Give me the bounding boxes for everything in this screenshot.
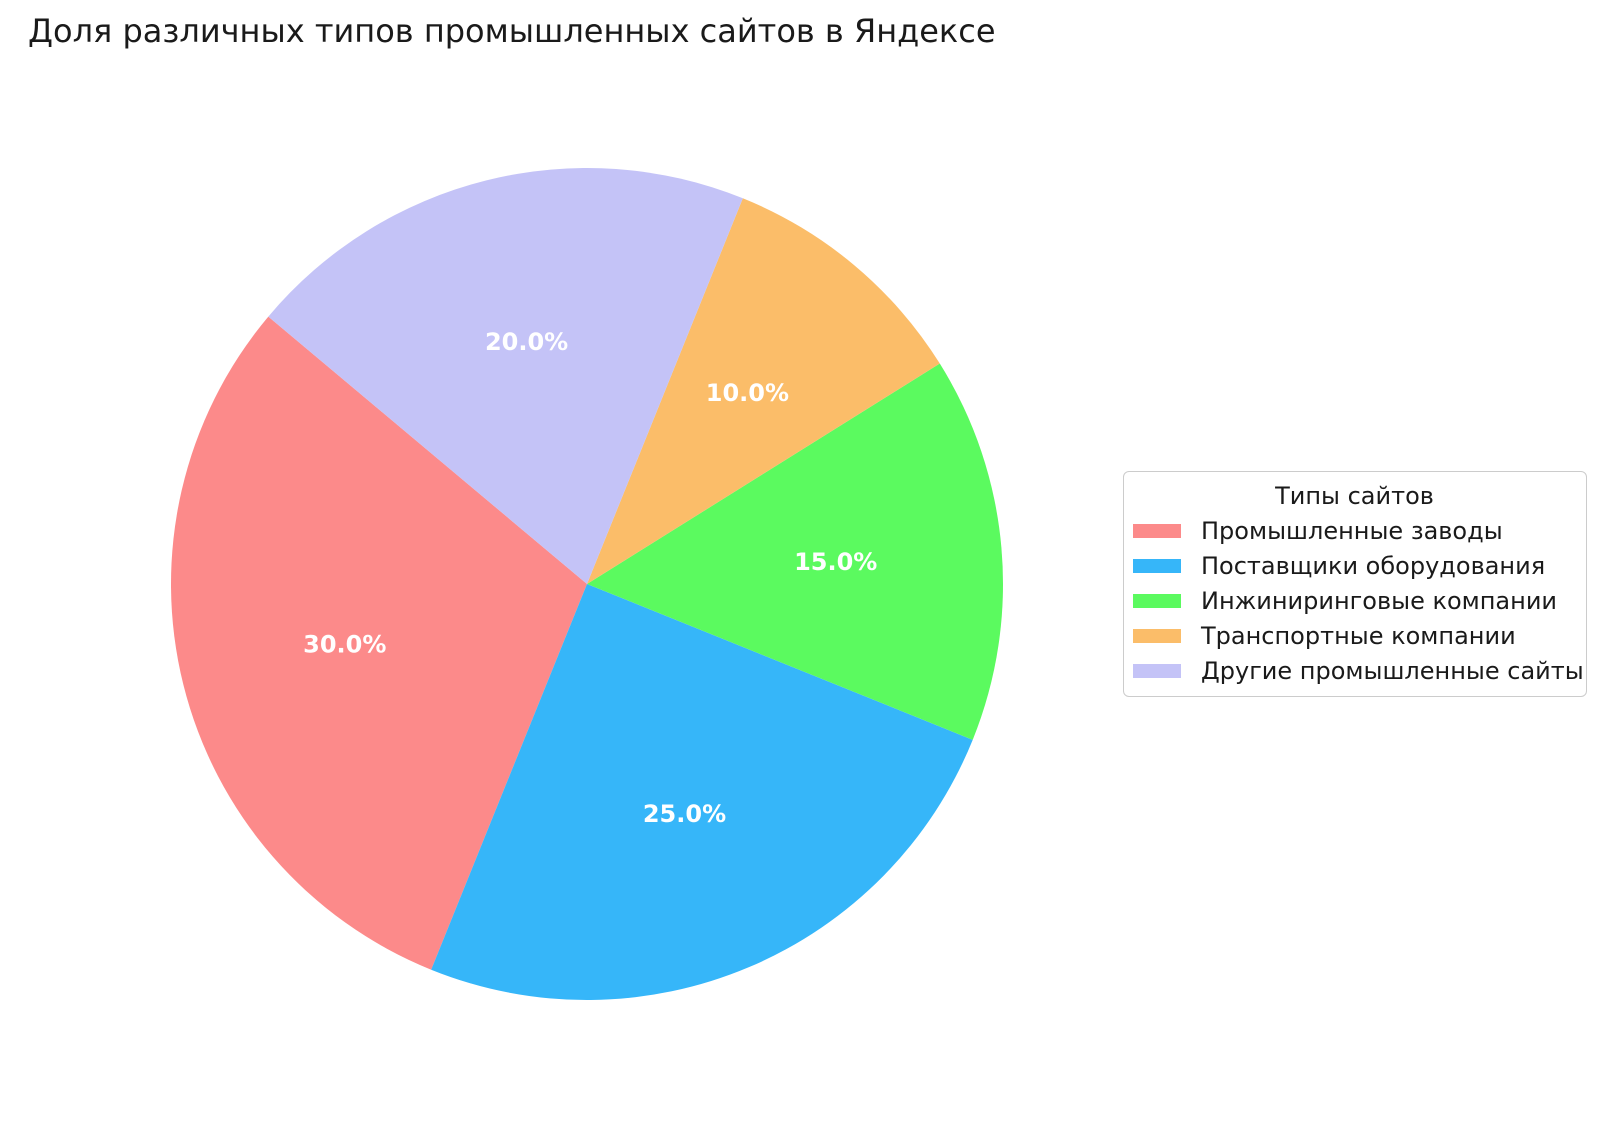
legend-item-1: Промышленные заводы bbox=[1133, 513, 1576, 548]
legend: Типы сайтов Промышленные заводы Поставщик… bbox=[1123, 471, 1587, 697]
legend-item-label: Поставщики оборудования bbox=[1201, 551, 1546, 580]
pie-slice-3 bbox=[587, 363, 1004, 740]
pie-pct-label-1: 30.0% bbox=[303, 630, 386, 658]
legend-swatch-icon bbox=[1133, 593, 1181, 608]
legend-swatch-icon bbox=[1133, 523, 1181, 538]
pie-slice-4 bbox=[587, 198, 940, 584]
legend-item-5: Другие промышленные сайты bbox=[1133, 653, 1584, 688]
pie-slice-1 bbox=[171, 316, 587, 970]
pie-slice-2 bbox=[431, 584, 973, 1001]
legend-item-2: Поставщики оборудования bbox=[1133, 548, 1576, 583]
pie-chart: 30.0% 25.0% 15.0% 10.0% 20.0% bbox=[171, 167, 1004, 1001]
legend-item-label: Транспортные компании bbox=[1201, 621, 1516, 650]
pie-pct-label-5: 20.0% bbox=[485, 328, 568, 356]
legend-swatch-icon bbox=[1133, 663, 1181, 678]
legend-item-label: Другие промышленные сайты bbox=[1201, 656, 1584, 685]
legend-item-3: Инжиниринговые компании bbox=[1133, 583, 1576, 618]
pie-pct-label-4: 10.0% bbox=[706, 379, 789, 407]
chart-title: Доля различных типов промышленных сайтов… bbox=[28, 12, 996, 50]
pie-pct-label-2: 25.0% bbox=[643, 800, 726, 828]
legend-swatch-icon bbox=[1133, 558, 1181, 573]
legend-item-4: Транспортные компании bbox=[1133, 618, 1576, 653]
legend-title: Типы сайтов bbox=[1275, 482, 1434, 510]
pie-slice-5 bbox=[268, 167, 743, 584]
legend-item-label: Инжиниринговые компании bbox=[1201, 586, 1558, 615]
legend-item-label: Промышленные заводы bbox=[1201, 516, 1503, 545]
pie-pct-label-3: 15.0% bbox=[794, 548, 877, 576]
legend-swatch-icon bbox=[1133, 628, 1181, 643]
legend-items: Промышленные заводы Поставщики оборудован… bbox=[1133, 513, 1584, 688]
